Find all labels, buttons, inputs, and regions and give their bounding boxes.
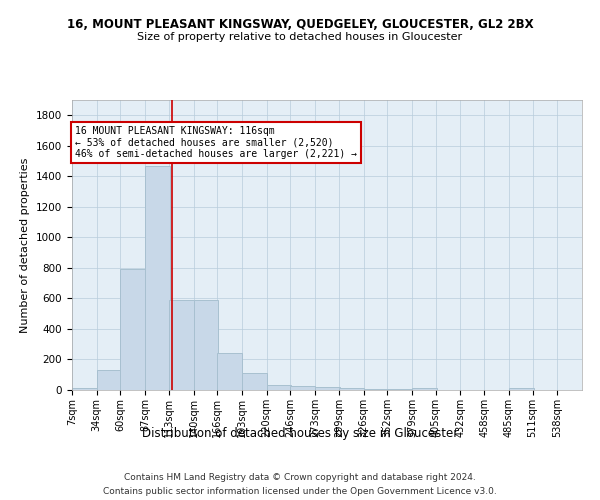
Text: 16 MOUNT PLEASANT KINGSWAY: 116sqm
← 53% of detached houses are smaller (2,520)
: 16 MOUNT PLEASANT KINGSWAY: 116sqm ← 53%… bbox=[75, 126, 357, 159]
Bar bbox=[72, 388, 97, 390]
Bar bbox=[97, 370, 121, 390]
Bar bbox=[121, 270, 145, 390]
Bar bbox=[266, 384, 292, 390]
Bar bbox=[290, 386, 315, 390]
Bar bbox=[169, 300, 194, 390]
Bar bbox=[509, 388, 533, 390]
Bar bbox=[364, 389, 388, 390]
Text: Distribution of detached houses by size in Gloucester: Distribution of detached houses by size … bbox=[142, 428, 458, 440]
Bar bbox=[217, 352, 242, 390]
Text: Contains HM Land Registry data © Crown copyright and database right 2024.: Contains HM Land Registry data © Crown c… bbox=[124, 472, 476, 482]
Bar bbox=[388, 389, 412, 390]
Text: Contains public sector information licensed under the Open Government Licence v3: Contains public sector information licen… bbox=[103, 488, 497, 496]
Bar bbox=[145, 166, 170, 390]
Bar bbox=[315, 387, 340, 390]
Y-axis label: Number of detached properties: Number of detached properties bbox=[20, 158, 31, 332]
Text: 16, MOUNT PLEASANT KINGSWAY, QUEDGELEY, GLOUCESTER, GL2 2BX: 16, MOUNT PLEASANT KINGSWAY, QUEDGELEY, … bbox=[67, 18, 533, 30]
Bar bbox=[412, 388, 437, 390]
Bar bbox=[242, 373, 266, 390]
Bar bbox=[194, 300, 218, 390]
Text: Size of property relative to detached houses in Gloucester: Size of property relative to detached ho… bbox=[137, 32, 463, 42]
Bar bbox=[339, 388, 364, 390]
